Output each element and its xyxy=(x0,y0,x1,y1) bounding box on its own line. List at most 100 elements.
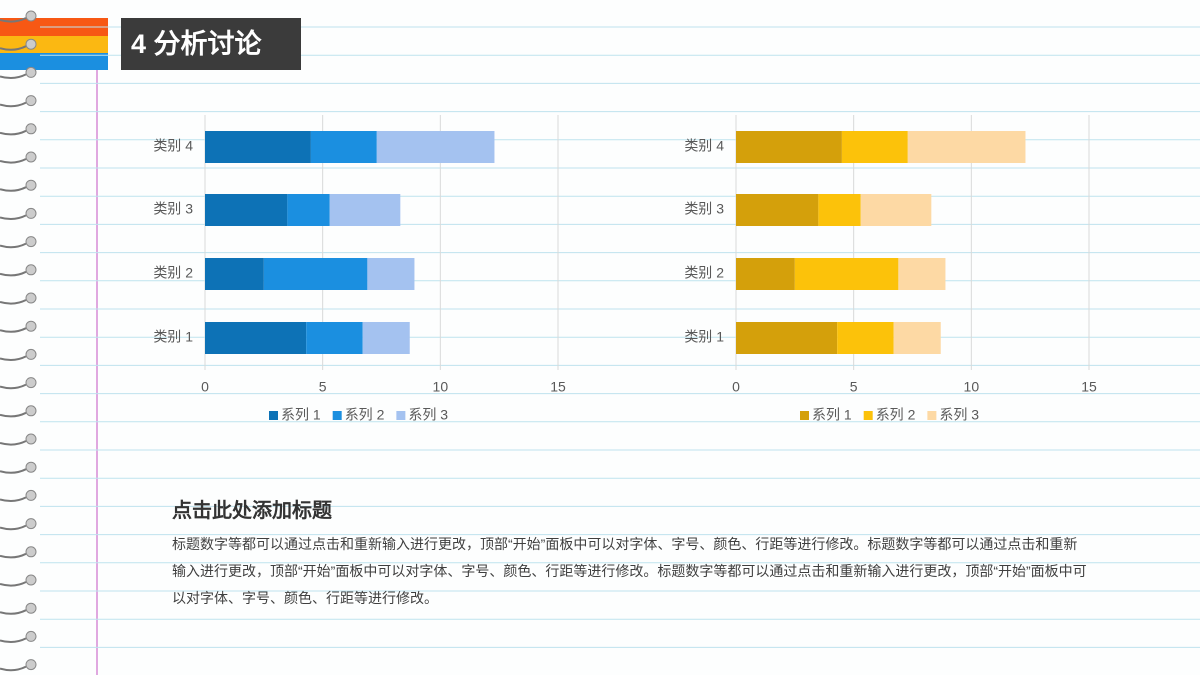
y-tick-label: 类别 2 xyxy=(684,265,724,281)
spiral-ring xyxy=(0,45,27,51)
legend-label: 系列 1 xyxy=(281,407,321,423)
bar-segment xyxy=(329,194,401,226)
spiral-ring xyxy=(0,129,27,136)
section-heading: 点击此处添加标题 xyxy=(172,500,332,522)
bar-segment xyxy=(306,322,363,354)
spiral-hole xyxy=(25,10,37,22)
y-tick-label: 类别 1 xyxy=(684,329,724,345)
bar-segment xyxy=(893,322,941,354)
bar-segment xyxy=(736,322,838,354)
y-tick-label: 类别 4 xyxy=(684,138,724,154)
bar-segment xyxy=(205,258,264,290)
spiral-hole xyxy=(25,518,37,530)
spiral-ring xyxy=(0,327,27,333)
spiral-ring xyxy=(0,299,27,305)
spiral-ring xyxy=(0,468,27,474)
spiral-hole xyxy=(25,348,37,360)
spiral-hole xyxy=(25,405,37,417)
spiral-hole xyxy=(25,461,37,473)
spiral-hole xyxy=(25,574,37,586)
spiral-hole xyxy=(25,377,37,389)
legend-swatch xyxy=(927,411,937,420)
bar-segment xyxy=(310,131,377,163)
spiral-ring xyxy=(0,440,27,446)
spiral-ring xyxy=(0,355,27,361)
bar-segment xyxy=(362,322,410,354)
spiral-ring xyxy=(0,270,27,277)
bar-segment xyxy=(837,322,894,354)
bar-segment xyxy=(263,258,368,290)
spiral-ring xyxy=(0,101,27,108)
legend-swatch xyxy=(800,411,809,420)
spiral-ring xyxy=(0,242,27,249)
bar-segment xyxy=(860,194,932,226)
spiral-hole xyxy=(25,151,37,163)
spiral-hole xyxy=(25,207,37,219)
x-tick-label: 0 xyxy=(732,379,740,395)
y-tick-label: 类别 3 xyxy=(153,201,193,217)
y-tick-label: 类别 2 xyxy=(153,265,193,281)
spiral-ring xyxy=(0,186,27,192)
spiral-ring xyxy=(0,581,27,587)
bar-segment xyxy=(736,258,795,290)
legend-swatch xyxy=(269,411,278,420)
x-tick-label: 15 xyxy=(550,379,566,395)
spiral-hole xyxy=(25,630,37,642)
bar-segment xyxy=(205,322,307,354)
legend-label: 系列 1 xyxy=(812,407,852,423)
legend-swatch xyxy=(332,411,342,420)
x-tick-label: 10 xyxy=(433,379,449,395)
legend-swatch xyxy=(863,411,873,420)
x-tick-label: 15 xyxy=(1081,379,1097,395)
spiral-hole xyxy=(25,546,37,558)
bar-segment xyxy=(898,258,946,290)
spiral-hole xyxy=(25,602,37,614)
spiral-ring xyxy=(0,158,27,164)
slide-title: 4 分析讨论 xyxy=(121,18,301,70)
spiral-hole xyxy=(25,264,37,276)
bar-segment xyxy=(794,258,899,290)
spiral-hole xyxy=(25,433,37,445)
spiral-hole xyxy=(25,320,37,332)
spiral-ring xyxy=(0,17,27,23)
x-tick-label: 5 xyxy=(319,379,327,395)
spiral-ring xyxy=(0,609,27,615)
bar-segment xyxy=(907,131,1026,163)
bar-segment xyxy=(287,194,330,226)
spiral-ring xyxy=(0,524,27,531)
legend-label: 系列 3 xyxy=(939,407,979,423)
spiral-ring xyxy=(0,383,27,390)
x-tick-label: 10 xyxy=(964,379,980,395)
y-tick-label: 类别 1 xyxy=(153,329,193,345)
spiral-hole xyxy=(25,292,37,304)
spiral-ring xyxy=(0,552,27,559)
spiral-hole xyxy=(25,66,37,78)
stripe xyxy=(0,36,108,53)
spiral-ring xyxy=(0,214,27,220)
bar-segment xyxy=(367,258,415,290)
spiral-ring xyxy=(0,411,27,418)
spiral-hole xyxy=(25,659,37,671)
spiral-ring xyxy=(0,73,27,79)
section-body: 标题数字等都可以通过点击和重新输入进行更改，顶部“开始”面板中可以对字体、字号、… xyxy=(172,536,1087,606)
bar-segment xyxy=(736,194,819,226)
y-tick-label: 类别 3 xyxy=(684,201,724,217)
x-tick-label: 0 xyxy=(201,379,209,395)
spiral-hole xyxy=(25,38,37,50)
legend-label: 系列 2 xyxy=(345,407,385,423)
spiral-ring xyxy=(0,496,27,502)
bar-segment xyxy=(205,131,311,163)
bar-segment xyxy=(736,131,842,163)
x-tick-label: 5 xyxy=(850,379,858,395)
spiral-hole xyxy=(25,95,37,107)
legend-label: 系列 2 xyxy=(876,407,916,423)
bar-segment xyxy=(205,194,288,226)
legend-swatch xyxy=(396,411,406,420)
spiral-hole xyxy=(25,236,37,248)
spiral-ring xyxy=(0,665,27,672)
legend-label: 系列 3 xyxy=(408,407,448,423)
bar-segment xyxy=(818,194,861,226)
